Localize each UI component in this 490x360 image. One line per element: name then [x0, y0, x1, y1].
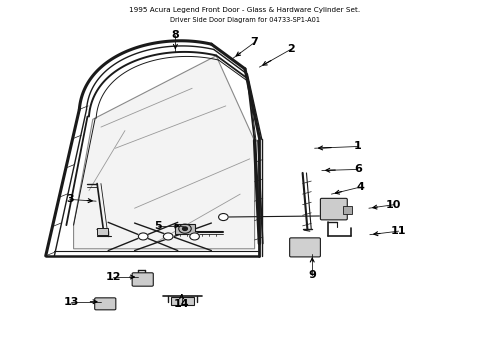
Text: 6: 6 [354, 165, 362, 174]
Bar [171, 297, 194, 305]
Polygon shape [74, 56, 255, 249]
FancyBboxPatch shape [290, 238, 320, 257]
Bar [175, 224, 195, 234]
Text: 9: 9 [308, 270, 316, 280]
Text: 11: 11 [391, 226, 406, 236]
Text: 14: 14 [174, 299, 190, 309]
Text: 1: 1 [354, 141, 362, 152]
Text: 10: 10 [386, 200, 401, 210]
Text: 2: 2 [287, 45, 294, 54]
Text: 4: 4 [356, 182, 364, 192]
FancyBboxPatch shape [95, 298, 116, 310]
Text: 1995 Acura Legend Front Door - Glass & Hardware Cylinder Set.: 1995 Acura Legend Front Door - Glass & H… [129, 7, 361, 13]
Circle shape [163, 233, 173, 240]
Circle shape [183, 227, 187, 230]
Circle shape [219, 213, 228, 221]
Circle shape [190, 233, 199, 240]
Text: 3: 3 [66, 194, 74, 204]
Text: 13: 13 [64, 297, 79, 307]
FancyBboxPatch shape [132, 273, 153, 286]
Circle shape [138, 233, 148, 240]
FancyBboxPatch shape [320, 198, 347, 220]
Text: 12: 12 [105, 272, 121, 282]
Text: 7: 7 [251, 37, 259, 48]
Text: 5: 5 [154, 221, 161, 231]
Bar [97, 228, 108, 235]
Text: 8: 8 [172, 30, 179, 40]
Bar [343, 207, 352, 213]
Text: Driver Side Door Diagram for 04733-SP1-A01: Driver Side Door Diagram for 04733-SP1-A… [170, 17, 320, 23]
